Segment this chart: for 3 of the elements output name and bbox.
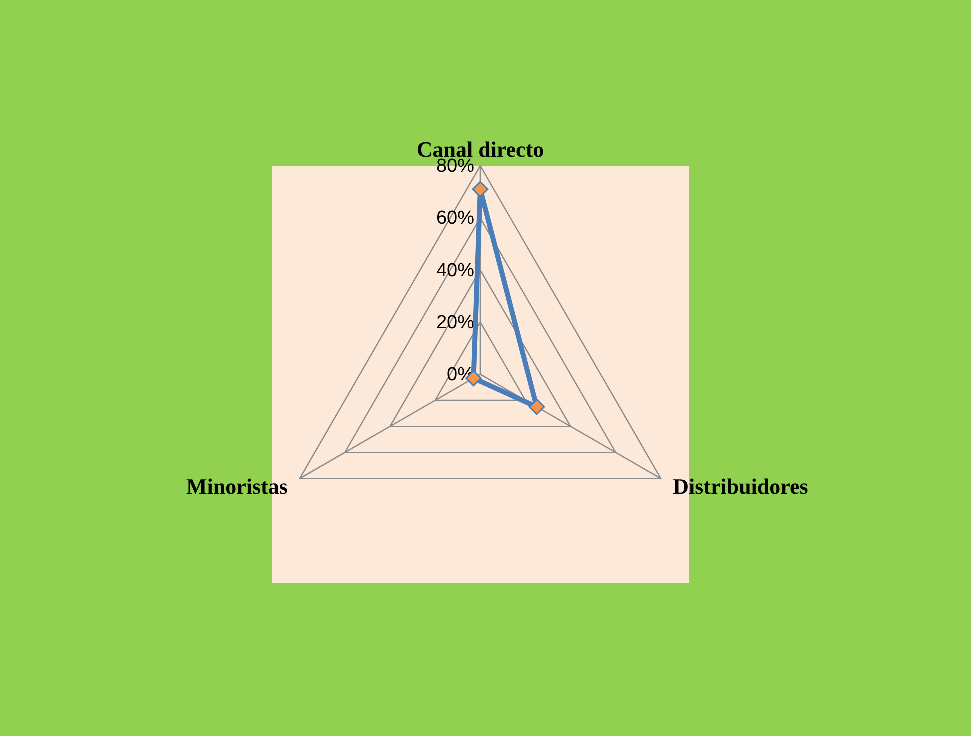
y-tick-label: 40% xyxy=(436,260,475,282)
y-tick-label: 20% xyxy=(436,312,475,334)
y-tick-label: 60% xyxy=(436,208,475,230)
